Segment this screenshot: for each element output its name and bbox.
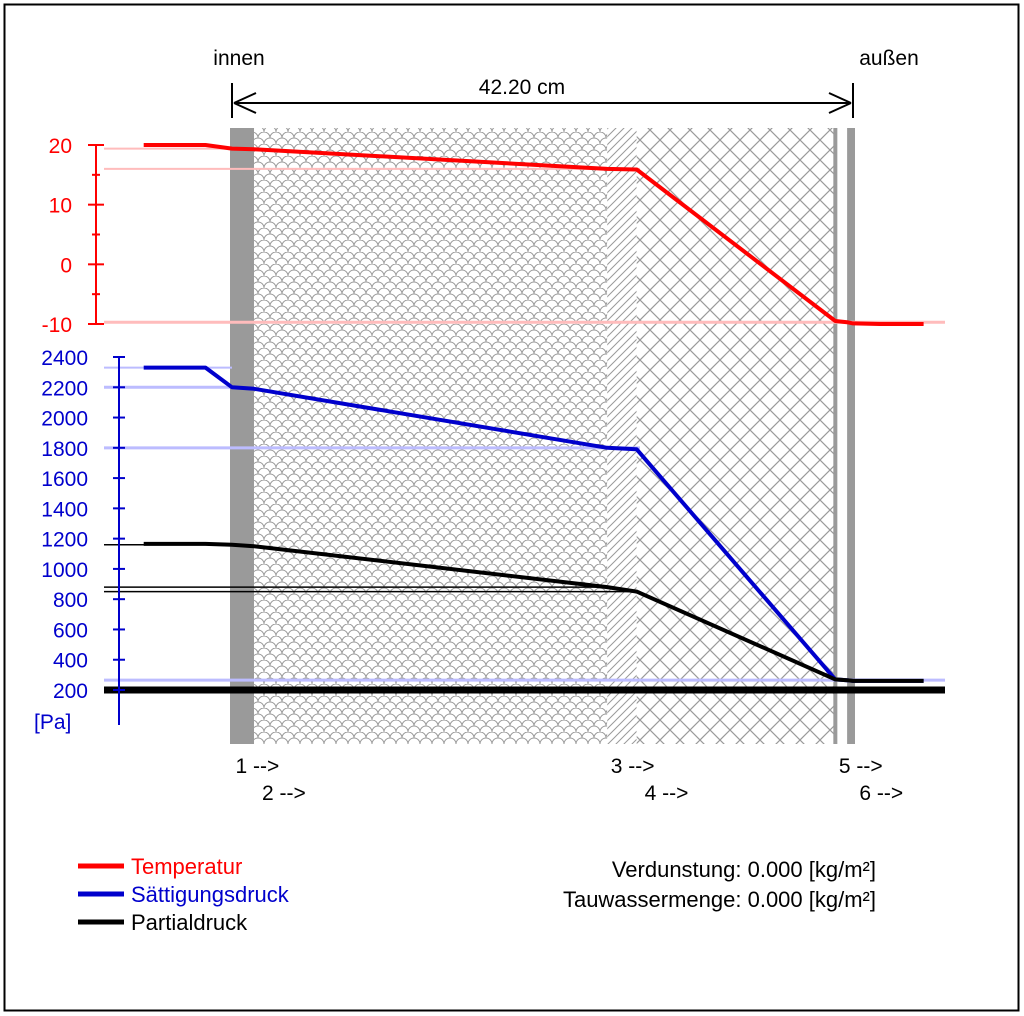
boundary-inner <box>230 128 235 744</box>
layer-marker-2: 2 --> <box>262 782 306 805</box>
thickness-label: 42.20 cm <box>479 76 565 99</box>
result-1: Verdunstung: 0.000 [kg/m²] <box>612 857 876 882</box>
temperature-tick-label: 10 <box>49 195 72 218</box>
legend-label-3: Partialdruck <box>131 910 248 935</box>
dimension-arrow-right <box>828 92 852 114</box>
pressure-tick-label: 200 <box>53 680 88 703</box>
series-lines <box>143 143 924 683</box>
pressure-tick-label: 2400 <box>41 347 88 370</box>
layer-marker-4: 4 --> <box>645 782 689 805</box>
temperature-tick-label: 0 <box>60 254 72 277</box>
layer-3 <box>607 128 637 744</box>
pressure-tick-label: 800 <box>53 589 88 612</box>
layer-marker-5: 5 --> <box>839 755 883 778</box>
pressure-tick-label: 1600 <box>41 468 88 491</box>
boundary-outer-1 <box>833 128 838 744</box>
pressure-tick-label: 600 <box>53 619 88 642</box>
results: Verdunstung: 0.000 [kg/m²] Tauwassermenge… <box>563 857 876 912</box>
result-2: Tauwassermenge: 0.000 [kg/m²] <box>563 887 876 912</box>
pressure-unit-label: [Pa] <box>34 711 71 734</box>
legend-label-2: Sättigungsdruck <box>131 882 290 907</box>
pressure-tick-label: 2200 <box>41 377 88 400</box>
dimension-line: 42.20 cm <box>231 76 854 118</box>
pressure-tick-label: 1800 <box>41 438 88 461</box>
pressure-tick-label: 2000 <box>41 408 88 431</box>
pressure-tick-label: 1000 <box>41 559 88 582</box>
layer-6 <box>847 128 853 744</box>
layer-marker-3: 3 --> <box>611 755 655 778</box>
layer-2 <box>254 128 608 744</box>
layer-1 <box>232 128 255 744</box>
boundary-outer-2 <box>851 128 855 744</box>
pressure-tick-label: 1400 <box>41 498 88 521</box>
layer-marker-6: 6 --> <box>859 782 903 805</box>
dimension-arrow-left <box>233 92 257 114</box>
temperature-tick-label: 20 <box>49 135 72 158</box>
layer-marker-1: 1 --> <box>235 755 279 778</box>
legend: Temperatur Sättigungsdruck Partialdruck <box>78 854 290 935</box>
axes: 20 10 0 -10 2400 2200 2000 1800 1600 1400 1200 1000… <box>34 135 125 734</box>
layer-markers: 1 --> 2 --> 3 --> 4 --> 5 --> 6 --> <box>235 755 903 805</box>
layer-5 <box>835 128 848 744</box>
outside-label: außen <box>859 47 919 70</box>
pressure-tick-label: 400 <box>53 650 88 673</box>
inside-label: innen <box>213 47 264 70</box>
layer-4 <box>636 128 836 744</box>
pressure-tick-label: 1200 <box>41 529 88 552</box>
legend-label-1: Temperatur <box>131 854 242 879</box>
temperature-tick-label: -10 <box>42 314 72 337</box>
